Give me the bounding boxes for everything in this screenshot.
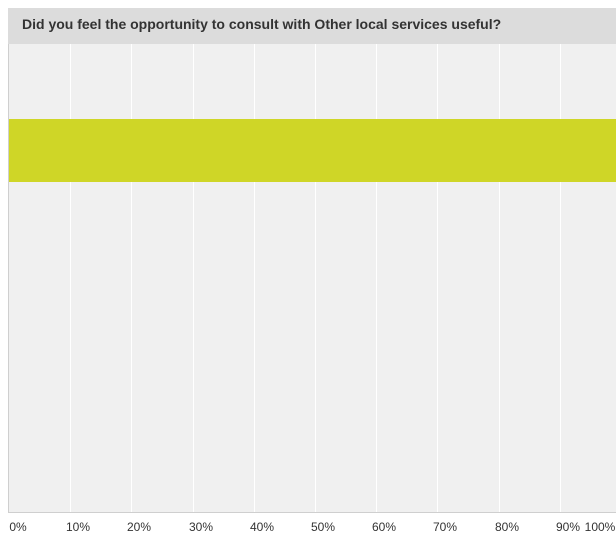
- gridline: [193, 44, 194, 512]
- x-tick-label: 100%: [584, 520, 616, 534]
- chart-plot-area: [8, 44, 616, 513]
- question-title: Did you feel the opportunity to consult …: [8, 8, 616, 44]
- x-tick-label: 20%: [126, 520, 152, 534]
- gridline: [376, 44, 377, 512]
- x-tick-label: 40%: [249, 520, 275, 534]
- x-tick-label: 70%: [432, 520, 458, 534]
- gridline: [315, 44, 316, 512]
- gridline: [437, 44, 438, 512]
- x-tick-label: 80%: [494, 520, 520, 534]
- x-tick-label: 10%: [65, 520, 91, 534]
- gridline: [131, 44, 132, 512]
- gridline: [499, 44, 500, 512]
- x-tick-label: 60%: [371, 520, 397, 534]
- x-tick-label: 0%: [9, 520, 27, 534]
- x-tick-label: 90%: [555, 520, 581, 534]
- gridline: [560, 44, 561, 512]
- x-tick-label: 50%: [310, 520, 336, 534]
- gridline: [70, 44, 71, 512]
- x-tick-label: 30%: [188, 520, 214, 534]
- gridline: [254, 44, 255, 512]
- bar: [9, 119, 616, 182]
